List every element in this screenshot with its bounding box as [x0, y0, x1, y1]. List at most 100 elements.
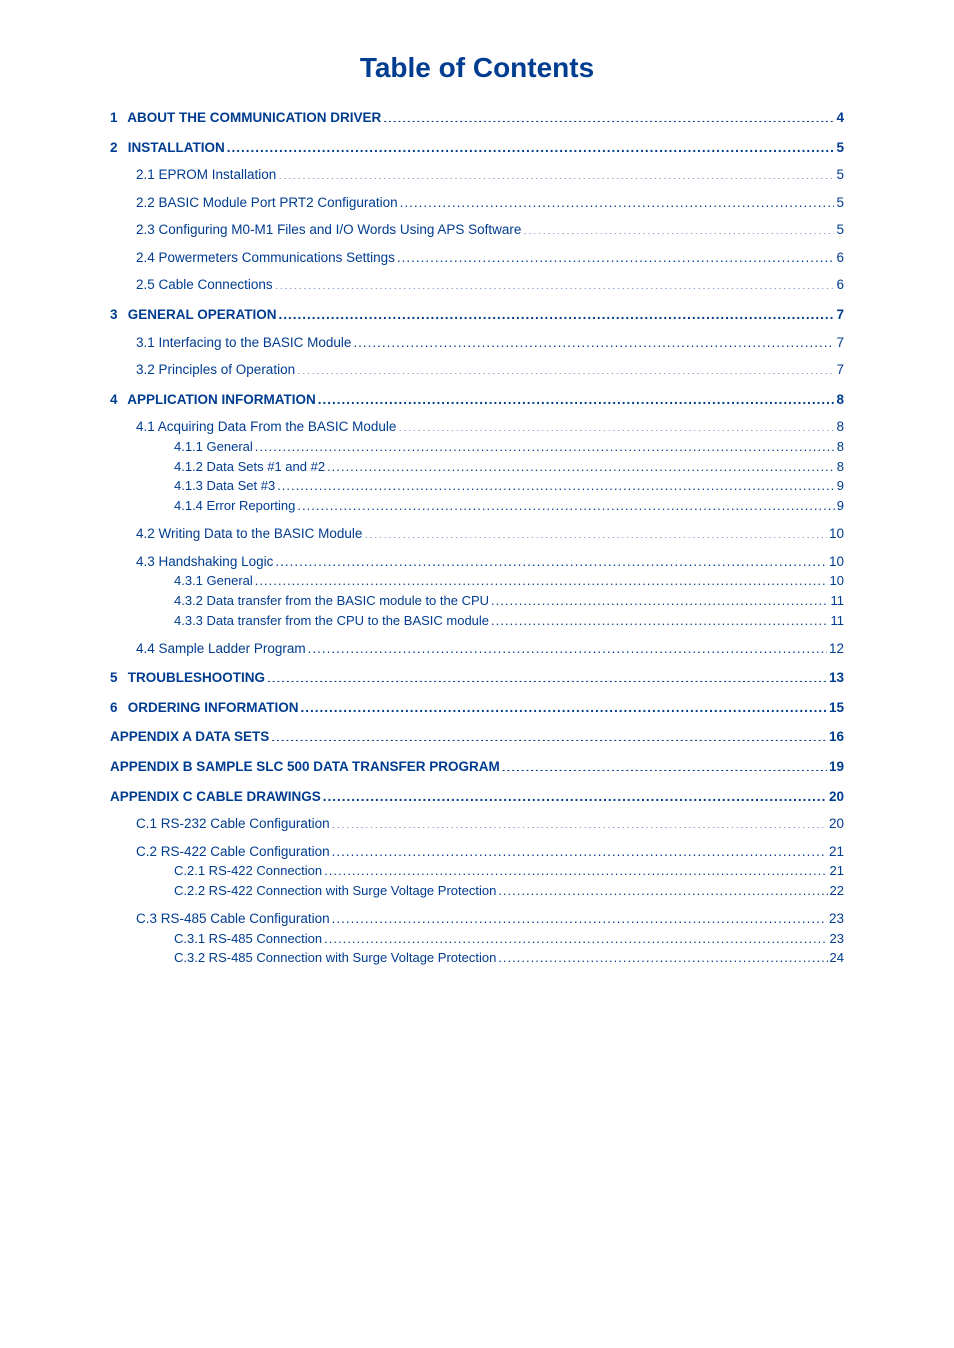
- toc-entry[interactable]: 4.1.1 General 8: [110, 438, 844, 457]
- toc-leader: [324, 862, 827, 875]
- toc-entry[interactable]: 4.1.3 Data Set #39: [110, 477, 844, 496]
- toc-entry[interactable]: 2.5 Cable Connections6: [110, 275, 844, 295]
- toc-entry-label: APPENDIX B SAMPLE SLC 500 DATA TRANSFER …: [110, 757, 500, 777]
- toc-entry-label: 3 GENERAL OPERATION: [110, 305, 277, 325]
- toc-entry-text: C.2.1 RS-422 Connection: [174, 863, 322, 878]
- toc-entry-text: ABOUT THE COMMUNICATION DRIVER: [124, 110, 381, 125]
- toc-entry-text: ORDERING INFORMATION: [124, 700, 299, 715]
- toc-entry[interactable]: 2.1 EPROM Installation5: [110, 165, 844, 185]
- toc-entry[interactable]: C.3.2 RS-485 Connection with Surge Volta…: [110, 949, 844, 968]
- toc-entry-label: C.3.2 RS-485 Connection with Surge Volta…: [174, 949, 496, 968]
- toc-entry[interactable]: 5 TROUBLESHOOTING 13: [110, 668, 844, 688]
- toc-entry-text: 4.4 Sample Ladder Program: [136, 641, 306, 656]
- toc-entry-page: 7: [836, 333, 844, 353]
- toc-entry-page: 8: [836, 390, 844, 410]
- toc-entry-text: 3.2 Principles of Operation: [136, 362, 295, 377]
- toc-entry[interactable]: 2.2 BASIC Module Port PRT2 Configuration…: [110, 193, 844, 213]
- toc-entry-text: C.3 RS-485 Cable Configuration: [136, 911, 330, 926]
- toc-entry-label: 1 ABOUT THE COMMUNICATION DRIVER: [110, 108, 381, 128]
- toc-entry-label: 4.3.2 Data transfer from the BASIC modul…: [174, 592, 489, 611]
- toc-entry[interactable]: 4.3 Handshaking Logic 10: [110, 552, 844, 572]
- toc-entry-page: 4: [836, 108, 844, 128]
- toc-entry-label: 2 INSTALLATION: [110, 138, 225, 158]
- toc-leader: [491, 592, 828, 605]
- toc-entry[interactable]: C.1 RS-232 Cable Configuration20: [110, 814, 844, 834]
- toc-entry[interactable]: 3 GENERAL OPERATION 7: [110, 305, 844, 325]
- toc-entry[interactable]: APPENDIX C CABLE DRAWINGS20: [110, 787, 844, 807]
- toc-entry-page: 6: [836, 275, 844, 295]
- toc-entry[interactable]: 1 ABOUT THE COMMUNICATION DRIVER 4: [110, 108, 844, 128]
- toc-entry-label: C.1 RS-232 Cable Configuration: [136, 814, 330, 834]
- toc-leader: [498, 949, 827, 962]
- toc-entry[interactable]: C.3 RS-485 Cable Configuration23: [110, 909, 844, 929]
- toc-entry[interactable]: 4 APPLICATION INFORMATION 8: [110, 390, 844, 410]
- toc-entry-page: 19: [829, 757, 844, 777]
- toc-entry-page: 10: [830, 572, 844, 591]
- toc-entry-page: 7: [836, 360, 844, 380]
- toc-entry-page: 11: [831, 592, 845, 611]
- toc-entry[interactable]: APPENDIX B SAMPLE SLC 500 DATA TRANSFER …: [110, 757, 844, 777]
- toc-entry-number: 2: [110, 138, 124, 158]
- toc-entry-page: 16: [829, 727, 844, 747]
- toc-leader: [278, 166, 834, 180]
- toc-leader: [324, 930, 827, 943]
- toc-entry[interactable]: 4.2 Writing Data to the BASIC Module10: [110, 524, 844, 544]
- toc-entry-text: 2.4 Powermeters Communications Settings: [136, 250, 395, 265]
- toc-entry-text: C.3.2 RS-485 Connection with Surge Volta…: [174, 950, 496, 965]
- toc-entry[interactable]: 2.3 Configuring M0-M1 Files and I/O Word…: [110, 220, 844, 240]
- toc-leader: [279, 305, 835, 319]
- toc-leader: [502, 758, 827, 772]
- toc-entry[interactable]: C.2 RS-422 Cable Configuration21: [110, 842, 844, 862]
- toc-entry[interactable]: 3.2 Principles of Operation 7: [110, 360, 844, 380]
- toc-entry-page: 21: [830, 862, 844, 881]
- toc-entry[interactable]: 4.3.2 Data transfer from the BASIC modul…: [110, 592, 844, 611]
- toc-leader: [267, 669, 827, 683]
- toc-entry-text: 3.1 Interfacing to the BASIC Module: [136, 335, 351, 350]
- toc-entry[interactable]: 4.1.2 Data Sets #1 and #28: [110, 458, 844, 477]
- toc-leader: [498, 882, 827, 895]
- toc-entry-label: C.2 RS-422 Cable Configuration: [136, 842, 330, 862]
- toc-entry[interactable]: APPENDIX A DATA SETS 16: [110, 727, 844, 747]
- toc-entry[interactable]: 3.1 Interfacing to the BASIC Module 7: [110, 333, 844, 353]
- toc-entry-label: 6 ORDERING INFORMATION: [110, 698, 299, 718]
- toc-entry-text: 2.3 Configuring M0-M1 Files and I/O Word…: [136, 222, 521, 237]
- page: Table of Contents 1 ABOUT THE COMMUNICAT…: [0, 0, 954, 1348]
- toc-entry-label: 3.2 Principles of Operation: [136, 360, 295, 380]
- toc-entry[interactable]: 4.1.4 Error Reporting9: [110, 497, 844, 516]
- toc-leader: [301, 698, 827, 712]
- toc-entry[interactable]: 4.1 Acquiring Data From the BASIC Module…: [110, 417, 844, 437]
- toc-entry-page: 5: [836, 193, 844, 213]
- toc-entry-text: C.3.1 RS-485 Connection: [174, 931, 322, 946]
- toc-entry-label: 3.1 Interfacing to the BASIC Module: [136, 333, 351, 353]
- toc-entry-page: 8: [837, 438, 844, 457]
- toc-entry-page: 23: [830, 930, 844, 949]
- toc-entry-number: 4: [110, 390, 124, 410]
- toc-entry[interactable]: 2.4 Powermeters Communications Settings6: [110, 248, 844, 268]
- toc-entry-number: 1: [110, 108, 124, 128]
- toc-entry-label: 4 APPLICATION INFORMATION: [110, 390, 316, 410]
- toc-entry[interactable]: 4.3.1 General10: [110, 572, 844, 591]
- toc-entry-text: APPLICATION INFORMATION: [124, 392, 316, 407]
- toc-leader: [400, 193, 835, 207]
- toc-entry-text: 2.2 BASIC Module Port PRT2 Configuration: [136, 195, 398, 210]
- toc-entry-page: 20: [829, 787, 844, 807]
- toc-entry[interactable]: 4.4 Sample Ladder Program12: [110, 639, 844, 659]
- toc-entry-page: 5: [836, 165, 844, 185]
- toc-entry[interactable]: 6 ORDERING INFORMATION 15: [110, 698, 844, 718]
- toc-entry-text: 4.1.1 General: [174, 439, 253, 454]
- toc-entry-text: INSTALLATION: [124, 140, 225, 155]
- toc-entry-page: 10: [829, 552, 844, 572]
- toc-entry[interactable]: C.2.2 RS-422 Connection with Surge Volta…: [110, 882, 844, 901]
- toc-entry[interactable]: 2 INSTALLATION 5: [110, 138, 844, 158]
- toc-entry-text: 4.1.4 Error Reporting: [174, 498, 295, 513]
- toc-entry-number: 3: [110, 305, 124, 325]
- toc-leader: [275, 552, 827, 566]
- toc-leader: [491, 612, 828, 625]
- toc-entry-text: 4.3 Handshaking Logic: [136, 554, 273, 569]
- toc-leader: [275, 276, 835, 290]
- toc-entry[interactable]: 4.3.3 Data transfer from the CPU to the …: [110, 612, 844, 631]
- toc-entry[interactable]: C.2.1 RS-422 Connection 21: [110, 862, 844, 881]
- toc-entry[interactable]: C.3.1 RS-485 Connection 23: [110, 930, 844, 949]
- toc-entry-page: 5: [836, 138, 844, 158]
- toc-entry-label: APPENDIX A DATA SETS: [110, 727, 269, 747]
